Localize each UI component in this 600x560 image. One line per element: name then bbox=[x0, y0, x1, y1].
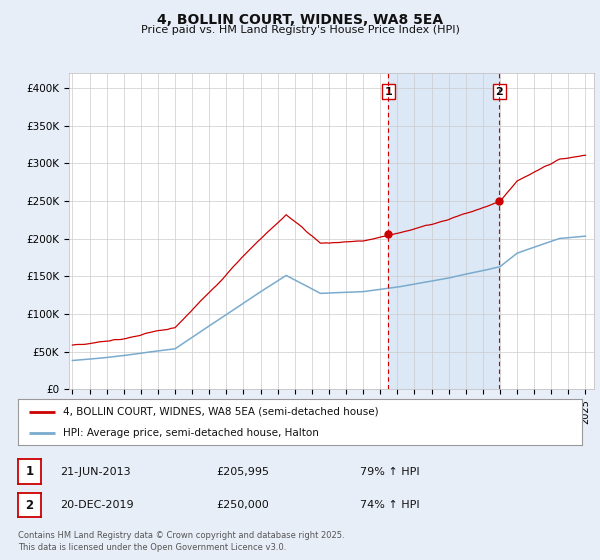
Text: 79% ↑ HPI: 79% ↑ HPI bbox=[360, 466, 419, 477]
Text: 20-DEC-2019: 20-DEC-2019 bbox=[60, 500, 134, 510]
Bar bbox=[388, 73, 499, 389]
Text: 1: 1 bbox=[25, 465, 34, 478]
Text: 2: 2 bbox=[25, 498, 34, 512]
Text: 2: 2 bbox=[496, 87, 503, 97]
Text: Price paid vs. HM Land Registry's House Price Index (HPI): Price paid vs. HM Land Registry's House … bbox=[140, 25, 460, 35]
Text: 74% ↑ HPI: 74% ↑ HPI bbox=[360, 500, 419, 510]
Text: 4, BOLLIN COURT, WIDNES, WA8 5EA (semi-detached house): 4, BOLLIN COURT, WIDNES, WA8 5EA (semi-d… bbox=[63, 407, 379, 417]
Text: HPI: Average price, semi-detached house, Halton: HPI: Average price, semi-detached house,… bbox=[63, 428, 319, 438]
Text: £205,995: £205,995 bbox=[216, 466, 269, 477]
Text: 21-JUN-2013: 21-JUN-2013 bbox=[60, 466, 131, 477]
Text: 4, BOLLIN COURT, WIDNES, WA8 5EA: 4, BOLLIN COURT, WIDNES, WA8 5EA bbox=[157, 13, 443, 27]
Text: 1: 1 bbox=[385, 87, 392, 97]
Text: £250,000: £250,000 bbox=[216, 500, 269, 510]
Text: Contains HM Land Registry data © Crown copyright and database right 2025.
This d: Contains HM Land Registry data © Crown c… bbox=[18, 531, 344, 552]
